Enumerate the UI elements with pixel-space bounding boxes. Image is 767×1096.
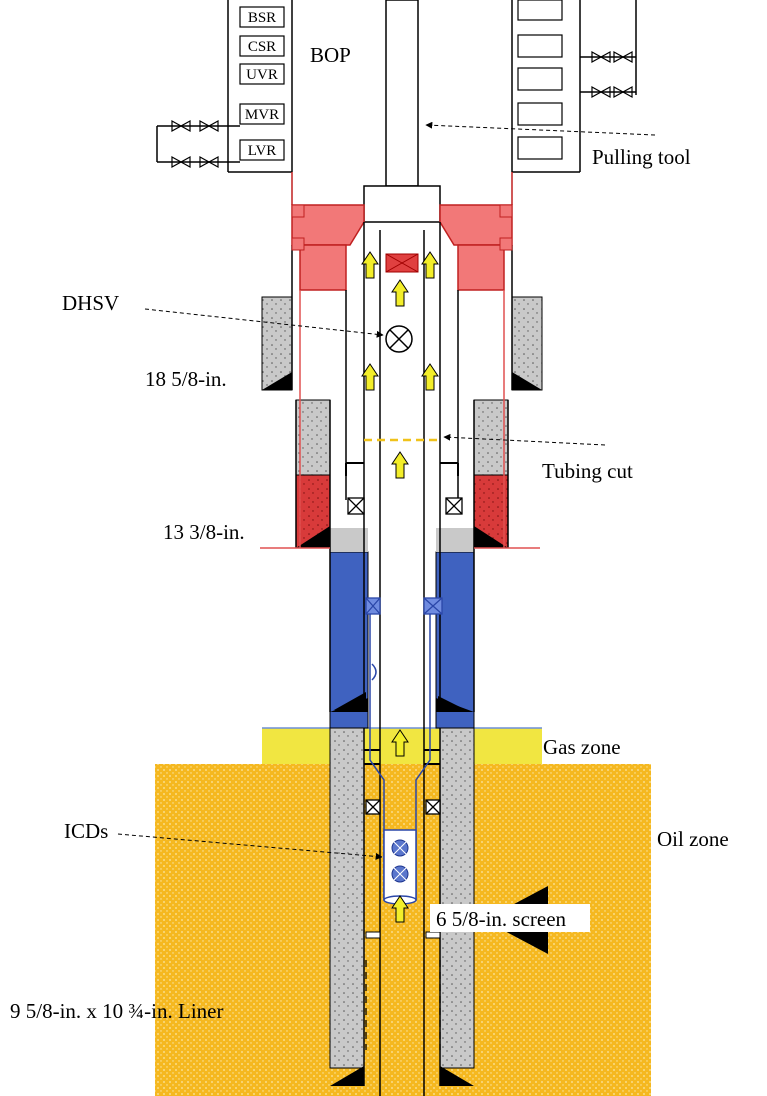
liner-label: 9 5/8-in. x 10 ¾-in. Liner bbox=[10, 999, 223, 1023]
packers bbox=[347, 497, 463, 815]
shoe-18-right bbox=[512, 372, 542, 390]
screen-label-bg bbox=[430, 904, 590, 932]
cement-13-left bbox=[295, 399, 331, 476]
gas-zone-label: Gas zone bbox=[543, 735, 621, 759]
liner-cement-left bbox=[329, 727, 365, 1069]
bop-stack bbox=[156, 0, 637, 173]
shoe-13-right bbox=[474, 526, 508, 548]
shoe-9-right bbox=[440, 1066, 474, 1086]
grey-band-right bbox=[436, 528, 474, 552]
screen-label: 6 5/8-in. screen bbox=[436, 907, 567, 931]
casing-13-label: 13 3/8-in. bbox=[163, 520, 245, 544]
bop-label: BOP bbox=[310, 43, 351, 67]
liner-cement-right bbox=[439, 727, 475, 1069]
pulling-tool-head bbox=[363, 185, 441, 223]
oil-zone-label: Oil zone bbox=[657, 827, 729, 851]
cement-18-right bbox=[511, 296, 543, 391]
ram-csr: CSR bbox=[248, 39, 276, 55]
perforation-lines bbox=[365, 960, 441, 1050]
casing-18-label: 18 5/8-in. bbox=[145, 367, 227, 391]
ram-lvr: LVR bbox=[248, 143, 277, 159]
tubing-plug-x bbox=[385, 253, 419, 273]
right-ram-boxes bbox=[517, 0, 563, 160]
ram-uvr: UVR bbox=[246, 67, 278, 83]
icds-label: ICDs bbox=[64, 819, 108, 843]
dhsv-valve-x bbox=[389, 329, 409, 349]
wellhead-seals bbox=[291, 204, 513, 251]
cement-13-right bbox=[473, 399, 509, 476]
grey-band-left bbox=[330, 528, 368, 552]
flow-arrows bbox=[361, 251, 439, 923]
ram-mvr: MVR bbox=[245, 107, 279, 123]
pulling-tool-string bbox=[385, 0, 419, 187]
bop-valves bbox=[171, 50, 633, 169]
ram-bsr: BSR bbox=[248, 10, 276, 26]
shoe-13-left bbox=[296, 526, 330, 548]
blue-packers bbox=[365, 597, 443, 615]
dhsv-label: DHSV bbox=[62, 291, 119, 315]
tubing-cut-label: Tubing cut bbox=[542, 459, 633, 483]
leader-lines bbox=[117, 121, 656, 860]
shoe-18-left bbox=[262, 372, 292, 390]
shoe-liner-mid-right bbox=[438, 696, 470, 712]
shoe-lower-left bbox=[334, 692, 366, 710]
pulling-tool-label: Pulling tool bbox=[592, 145, 691, 169]
shoe-9-left bbox=[330, 1066, 364, 1086]
